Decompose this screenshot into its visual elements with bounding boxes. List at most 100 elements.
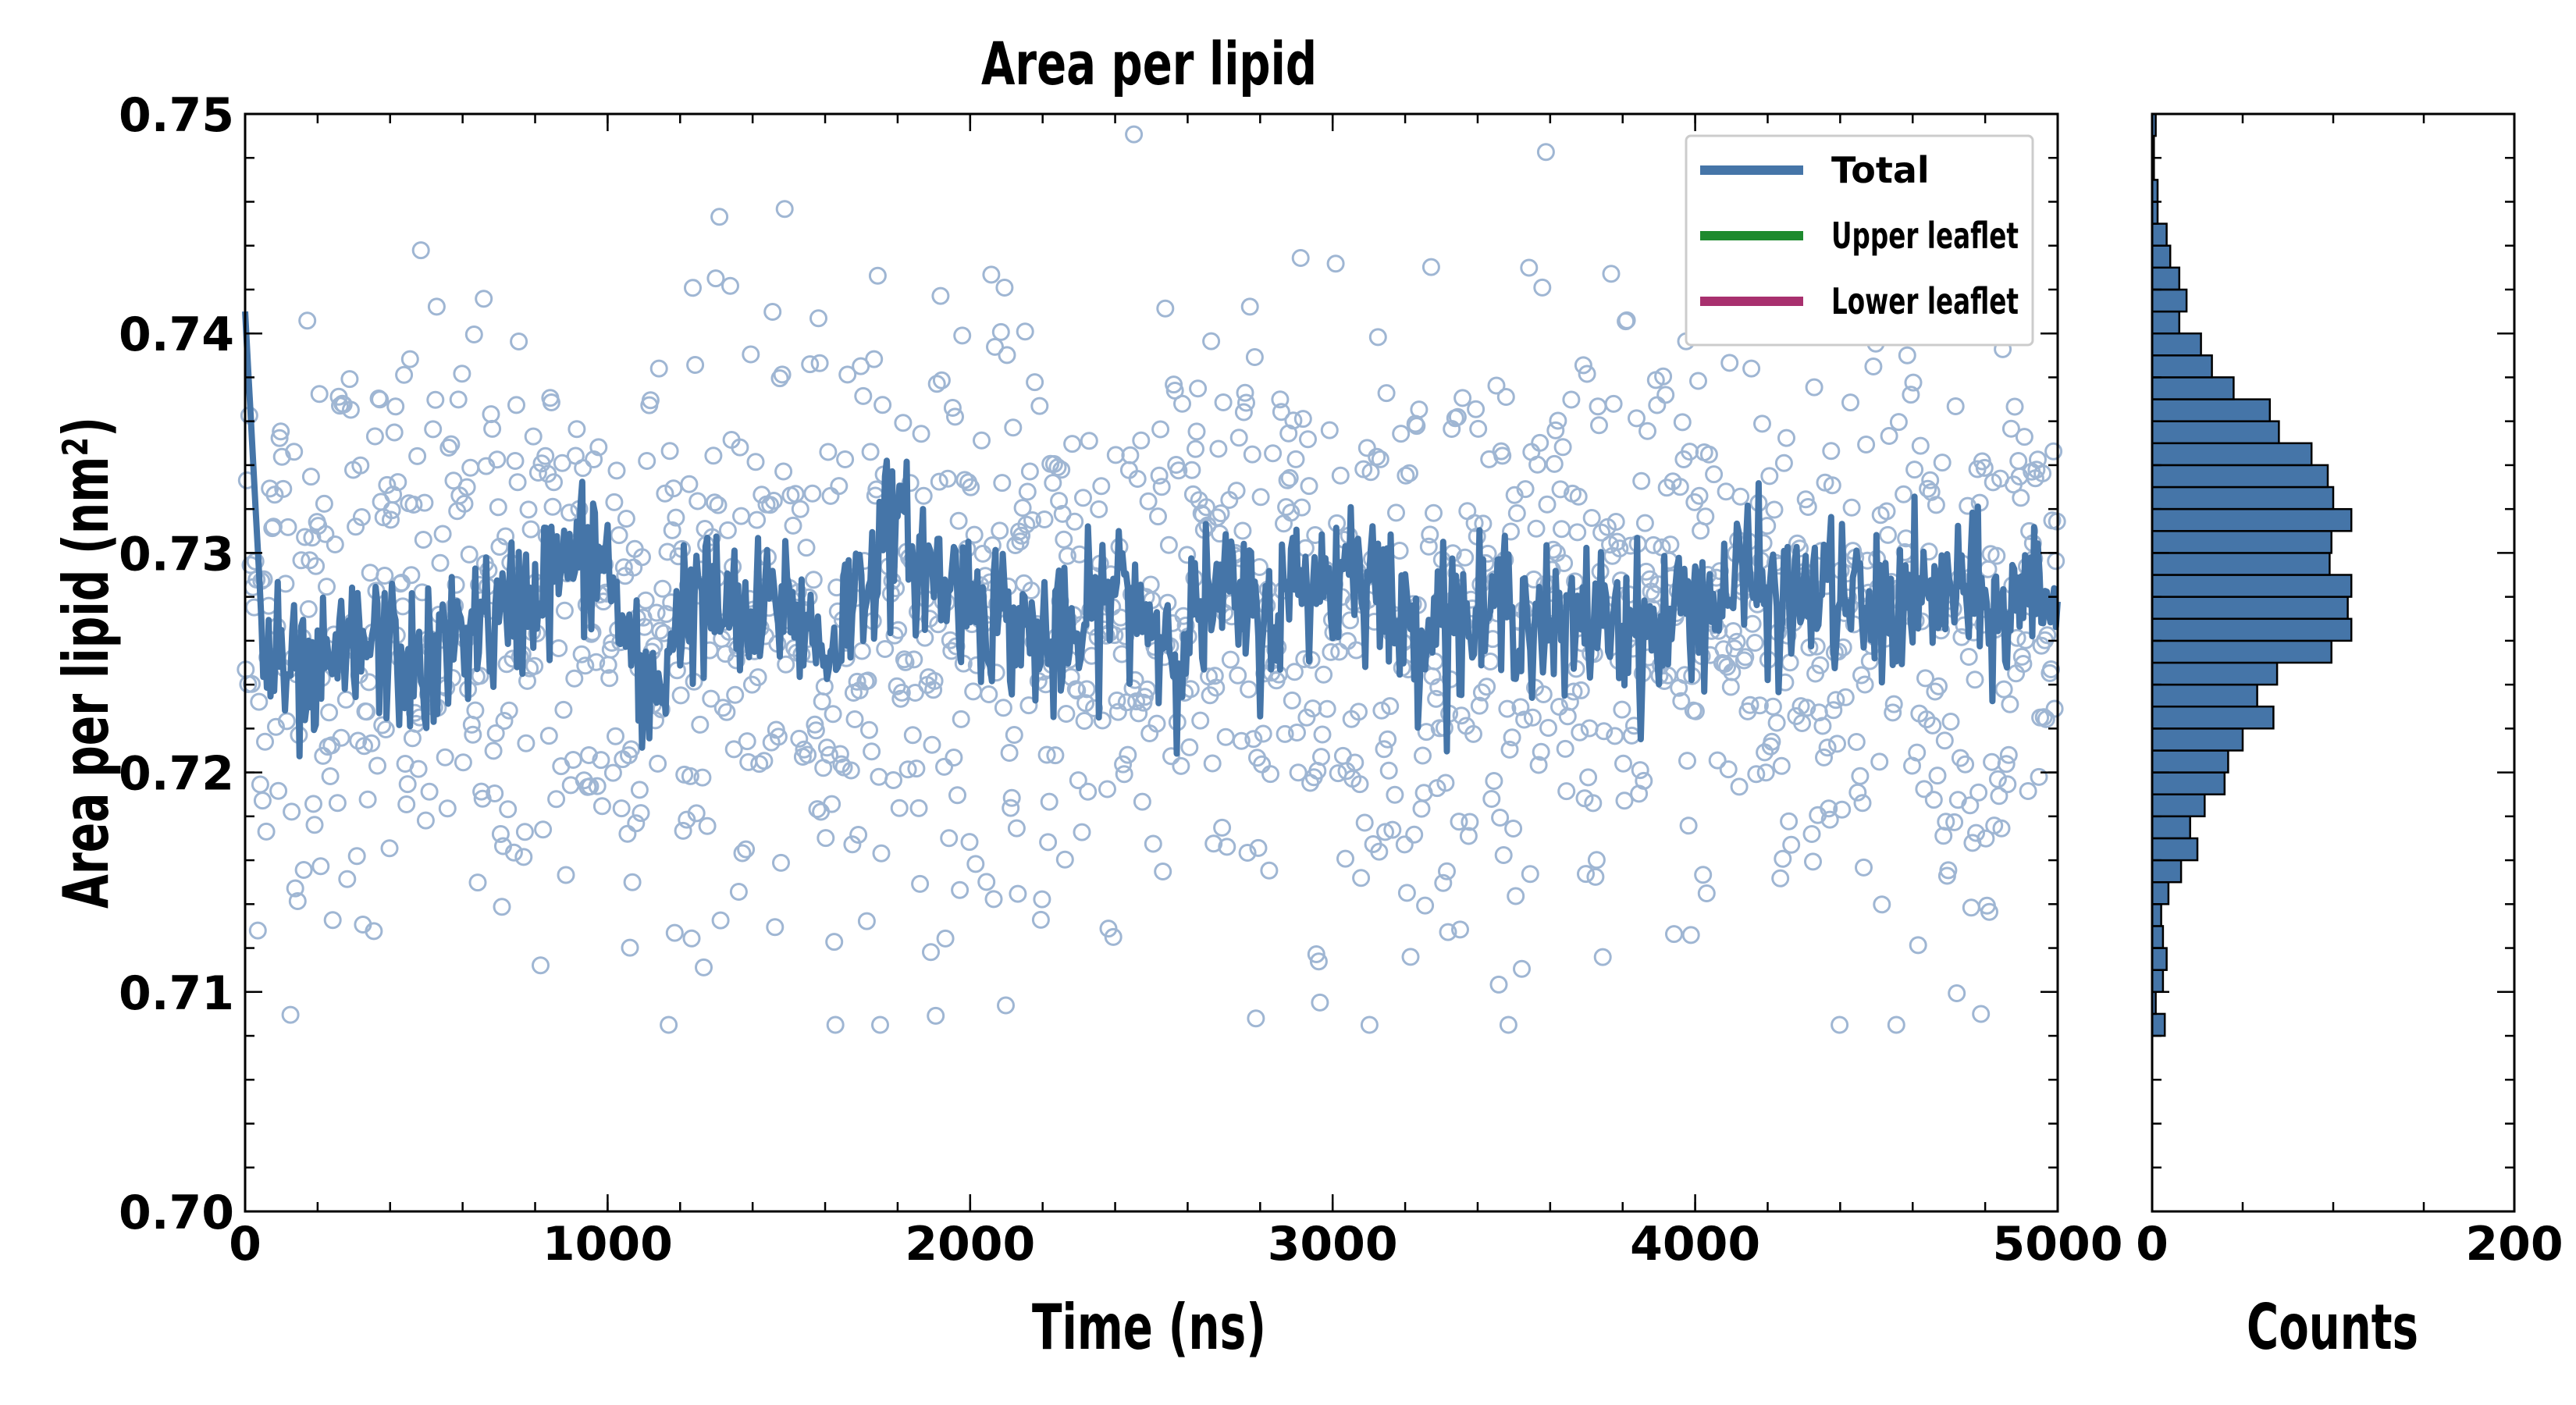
scatter-point (706, 269, 725, 288)
scatter-point (1911, 436, 1930, 455)
scatter-point (1777, 429, 1795, 447)
scatter-point (1350, 775, 1369, 794)
scatter-point (2014, 655, 2033, 673)
scatter-point (1368, 447, 1386, 466)
scatter-point (1617, 311, 1636, 329)
scatter-point (1315, 665, 1333, 684)
scatter-point (1520, 258, 1539, 277)
scatter-point (1189, 379, 1208, 398)
scatter-point (1673, 413, 1692, 432)
scatter-point (663, 521, 681, 539)
scatter-point (1802, 825, 1821, 843)
scatter-point (1144, 834, 1162, 853)
scatter-point (1183, 485, 1202, 503)
scatter-point (1467, 400, 1485, 418)
scatter-point (1536, 143, 1555, 162)
scatter-point (1584, 794, 1603, 813)
scatter-point (859, 671, 877, 690)
scatter-point (1539, 719, 1557, 737)
scatter-point (554, 700, 573, 719)
scatter-point (997, 996, 1015, 1015)
scatter-point (1820, 799, 1838, 818)
histogram-bar (2151, 859, 2183, 884)
scatter-point (903, 726, 922, 745)
scatter-point (1183, 461, 1201, 479)
scatter-point (1470, 696, 1489, 715)
scatter-point (1731, 487, 1750, 506)
scatter-point (986, 337, 1004, 356)
scatter-point (738, 732, 756, 751)
scatter-point (464, 325, 483, 343)
scatter-point (1414, 746, 1432, 765)
scatter-point (1397, 466, 1415, 485)
scatter-point (1417, 723, 1436, 742)
scatter-point (746, 453, 765, 471)
scatter-point (1058, 546, 1076, 565)
scatter-point (397, 795, 416, 813)
scatter-point (1218, 838, 1236, 856)
histogram-bar (2151, 617, 2353, 642)
scatter-point (710, 208, 729, 226)
scatter-point (1023, 511, 1041, 529)
scatter-point (1919, 479, 1937, 498)
scatter-point (1203, 754, 1222, 773)
scatter-point (801, 355, 820, 374)
scatter-point (1853, 794, 1872, 813)
scatter-point (884, 771, 902, 789)
scatter-point (460, 545, 479, 564)
scatter-point (632, 804, 650, 823)
scatter-point (1012, 526, 1031, 545)
scatter-point (404, 496, 423, 514)
scatter-point (1771, 869, 1790, 887)
scatter-point (649, 754, 667, 773)
scatter-point (1884, 703, 1902, 722)
scatter-point (1847, 733, 1866, 751)
scatter-point (1635, 514, 1654, 532)
scatter-point (1635, 771, 1653, 790)
scatter-point (1233, 521, 1252, 540)
scatter-point (686, 356, 705, 374)
scatter-point (865, 350, 884, 368)
scatter-point (832, 755, 851, 774)
scatter-point (671, 686, 690, 705)
scatter-point (1577, 865, 1595, 884)
scatter-point (362, 734, 381, 752)
scatter-point (1461, 813, 1479, 831)
histogram-bar (2151, 639, 2332, 664)
scatter-point (711, 911, 730, 930)
scatter-point (1282, 503, 1300, 522)
scatter-point (749, 668, 767, 687)
scatter-point (769, 727, 788, 746)
scatter-point (1507, 887, 1525, 905)
scatter-point (1245, 348, 1264, 366)
scatter-point (1902, 386, 1920, 404)
scatter-point (717, 702, 736, 721)
scatter-point (281, 1005, 300, 1024)
scatter-point (1593, 948, 1612, 966)
scatter-point (1156, 299, 1175, 318)
scatter-point (1631, 761, 1649, 780)
scatter-point (466, 701, 485, 720)
scatter-point (1805, 378, 1823, 397)
scatter-point (1438, 862, 1456, 880)
scatter-point (1494, 846, 1513, 864)
scatter-point (799, 745, 817, 764)
scatter-point (1436, 774, 1455, 792)
scatter-point (581, 777, 600, 795)
scatter-point (871, 1016, 889, 1034)
scatter-point (824, 705, 842, 724)
legend-label-total: Total (1831, 149, 1930, 191)
scatter-point (408, 446, 427, 465)
scatter-point (841, 761, 860, 780)
scatter-point (557, 866, 575, 884)
scatter-point (1887, 1016, 1905, 1034)
scatter-point (1376, 823, 1394, 841)
scatter-point (826, 1016, 845, 1034)
scatter-point (506, 452, 525, 470)
scatter-point (946, 407, 964, 426)
scatter-point (1057, 705, 1076, 723)
scatter-point (1606, 513, 1625, 531)
scatter-point (772, 853, 790, 872)
scatter-point (1504, 820, 1523, 838)
